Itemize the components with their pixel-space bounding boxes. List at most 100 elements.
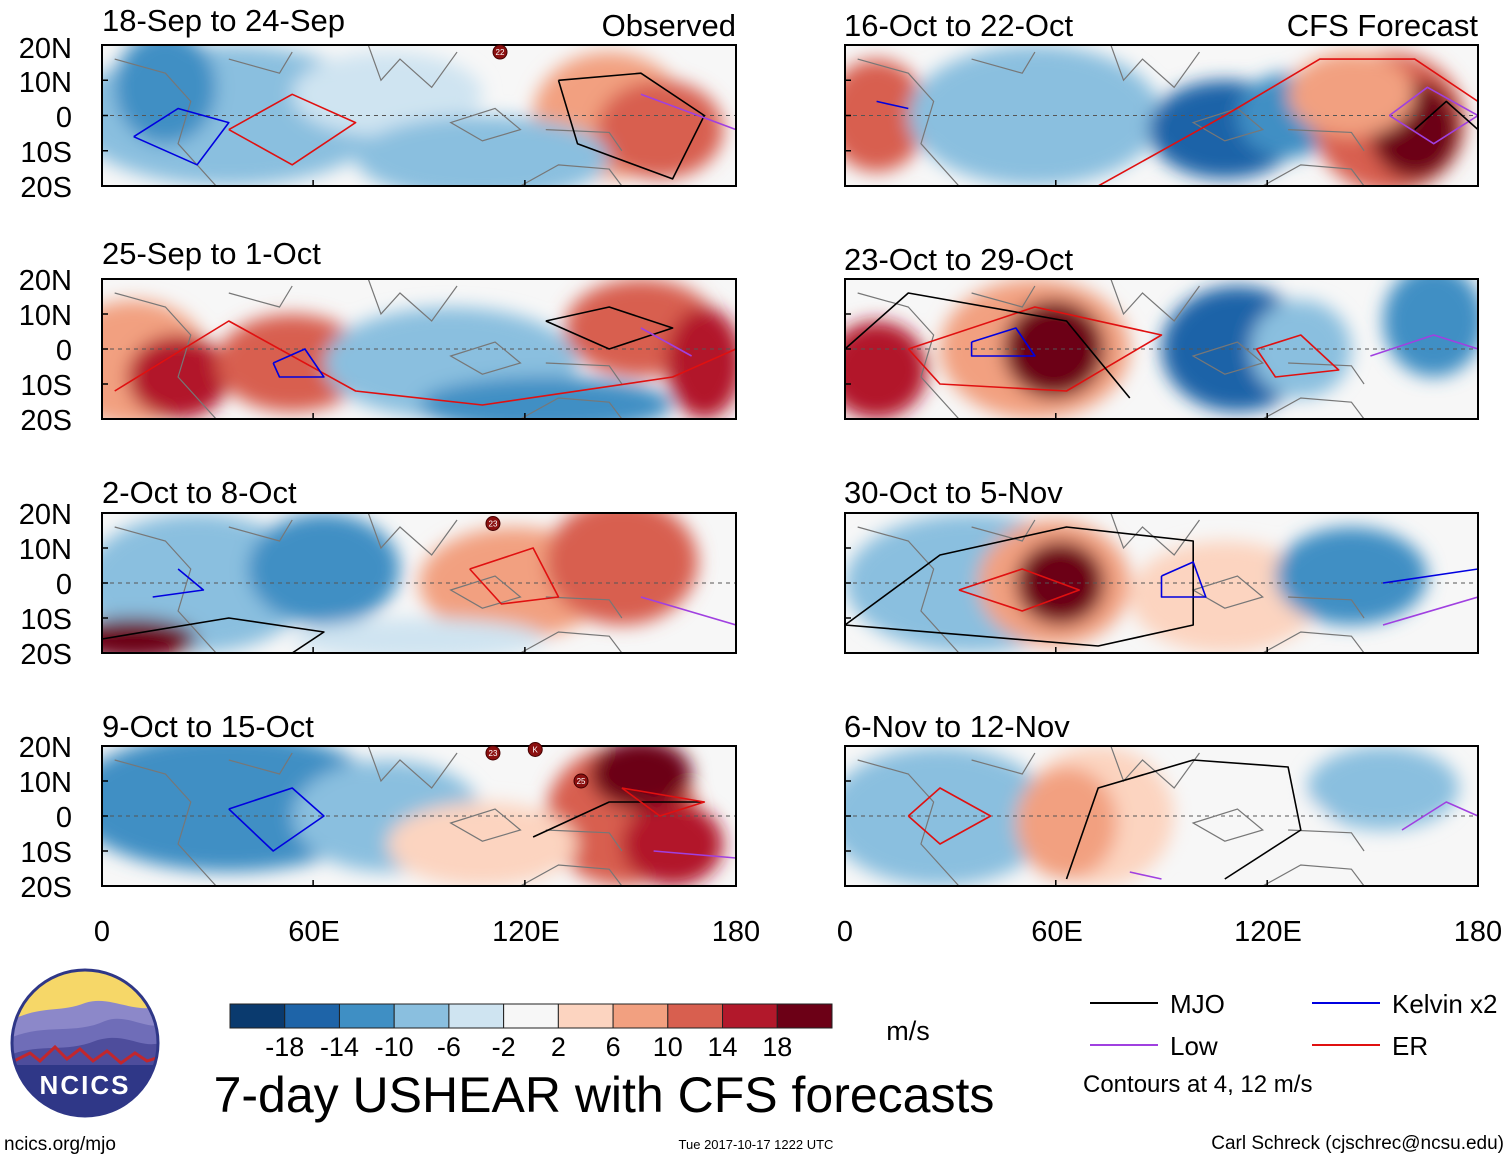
coastlines xyxy=(857,45,1365,186)
coast-arabia xyxy=(971,519,1036,542)
coast-australia xyxy=(520,397,623,419)
shear-blob xyxy=(247,513,400,625)
contour-note: Contours at 4, 12 m/s xyxy=(1083,1071,1312,1098)
storm-label: 25 xyxy=(577,777,586,786)
coast-arabia xyxy=(228,51,293,74)
map-panel-2 xyxy=(101,512,737,654)
coast-borneo xyxy=(1191,575,1265,609)
colorbar-level: 6 xyxy=(606,1032,621,1062)
coast-asia xyxy=(367,45,458,89)
contour-line xyxy=(1382,568,1478,584)
lat-tick: 20S xyxy=(20,639,72,671)
lat-tick: 10S xyxy=(20,137,72,169)
contour-line xyxy=(1065,759,1302,880)
logo-text: NCICS xyxy=(40,1070,131,1100)
shear-blob xyxy=(292,618,546,653)
colorbar-level: -18 xyxy=(265,1032,304,1062)
contour-line xyxy=(1097,58,1478,186)
lat-tick: 20N xyxy=(19,499,72,531)
colorbar-level: 14 xyxy=(708,1032,738,1062)
map-panel-1 xyxy=(101,278,737,420)
map-panel-0 xyxy=(101,44,737,187)
lat-axis-left: 20N 10N 0 10S 20S 20N 10N 0 10S 20S 20N … xyxy=(19,33,72,904)
colorbar-swatch xyxy=(667,1003,724,1029)
contour-line xyxy=(557,72,706,180)
coast-newguinea xyxy=(545,596,623,619)
coast-borneo xyxy=(1191,341,1265,375)
footer-author: Carl Schreck (cjschrec@ncsu.edu) xyxy=(1211,1133,1504,1154)
shear-field xyxy=(845,279,1478,419)
coast-australia xyxy=(1262,864,1365,886)
colorbar-level: 2 xyxy=(551,1032,566,1062)
shear-blob xyxy=(1250,300,1352,398)
colorbar-level: -2 xyxy=(492,1032,516,1062)
lat-tick: 20N xyxy=(19,732,72,764)
contour-line xyxy=(272,348,325,378)
coast-australia xyxy=(1262,397,1365,419)
contour-line xyxy=(970,327,1036,357)
legend: MJO Kelvin x2 Low ER Contours at 4, 12 m… xyxy=(1083,989,1498,1098)
coast-newguinea xyxy=(545,129,623,152)
coast-africa xyxy=(857,526,960,653)
colorbar-swatch xyxy=(503,1003,559,1029)
coast-asia xyxy=(1110,45,1200,89)
coast-asia xyxy=(1110,746,1200,789)
lon-tick: 0 xyxy=(94,916,110,948)
contour-line xyxy=(114,320,736,406)
shear-blob xyxy=(419,377,673,419)
footer-url[interactable]: ncics.org/mjo xyxy=(4,1134,116,1155)
coast-africa xyxy=(857,58,960,186)
shear-blob xyxy=(1288,52,1415,137)
contour-line xyxy=(1255,334,1340,378)
legend-label-kelvin: Kelvin x2 xyxy=(1392,989,1498,1019)
shear-blob xyxy=(355,115,610,186)
coast-australia xyxy=(520,631,623,653)
colorbar-swatch xyxy=(338,1003,395,1029)
coastlines xyxy=(857,513,1365,653)
storm-label: 23 xyxy=(489,520,498,529)
colorbar-swatch xyxy=(722,1003,778,1029)
lat-tick: 10S xyxy=(20,837,72,869)
colorbar-swatch xyxy=(612,1003,669,1029)
panel-title-6: 30-Oct to 5-Nov xyxy=(844,475,1063,510)
lon-tick: 180 xyxy=(1454,916,1502,948)
coast-australia xyxy=(520,864,623,886)
coast-asia xyxy=(367,513,458,556)
coast-newguinea xyxy=(1288,129,1365,152)
contour-line xyxy=(152,568,205,598)
coast-newguinea xyxy=(1288,829,1365,852)
coast-borneo xyxy=(449,107,522,142)
lon-tick: 120E xyxy=(1234,916,1302,948)
lat-tick: 20N xyxy=(19,265,72,297)
contour-line xyxy=(845,526,1194,647)
colorbar-units: m/s xyxy=(886,1016,930,1046)
coastlines xyxy=(857,279,1365,419)
observed-label: Observed xyxy=(602,8,736,43)
lat-tick: 20S xyxy=(20,172,72,204)
contour-line xyxy=(640,93,736,131)
shear-blob xyxy=(1275,527,1428,625)
contour-line xyxy=(469,547,560,605)
lat-tick: 0 xyxy=(56,802,72,834)
colorbar-level: -10 xyxy=(375,1032,414,1062)
contour-line xyxy=(907,306,1163,392)
lat-tick: 10N xyxy=(19,300,72,332)
contour-line xyxy=(1160,561,1207,598)
contour-line xyxy=(1370,334,1478,357)
contour-line xyxy=(907,787,992,845)
colorbar-swatch xyxy=(557,1003,614,1029)
coast-africa xyxy=(114,58,217,186)
contour-line xyxy=(532,801,705,838)
contour-line xyxy=(653,850,736,859)
lat-tick: 10S xyxy=(20,370,72,402)
coast-africa xyxy=(114,759,217,886)
panel-title-0: 18-Sep to 24-Sep xyxy=(102,3,345,38)
shear-blob xyxy=(845,321,928,419)
contour-line xyxy=(621,787,706,817)
coast-borneo xyxy=(449,341,522,375)
storm-label: 22 xyxy=(496,48,505,57)
shear-field xyxy=(102,45,724,186)
contour-line xyxy=(958,568,1080,612)
map-panel-5 xyxy=(844,278,1479,420)
panel-title-3: 9-Oct to 15-Oct xyxy=(102,709,314,744)
